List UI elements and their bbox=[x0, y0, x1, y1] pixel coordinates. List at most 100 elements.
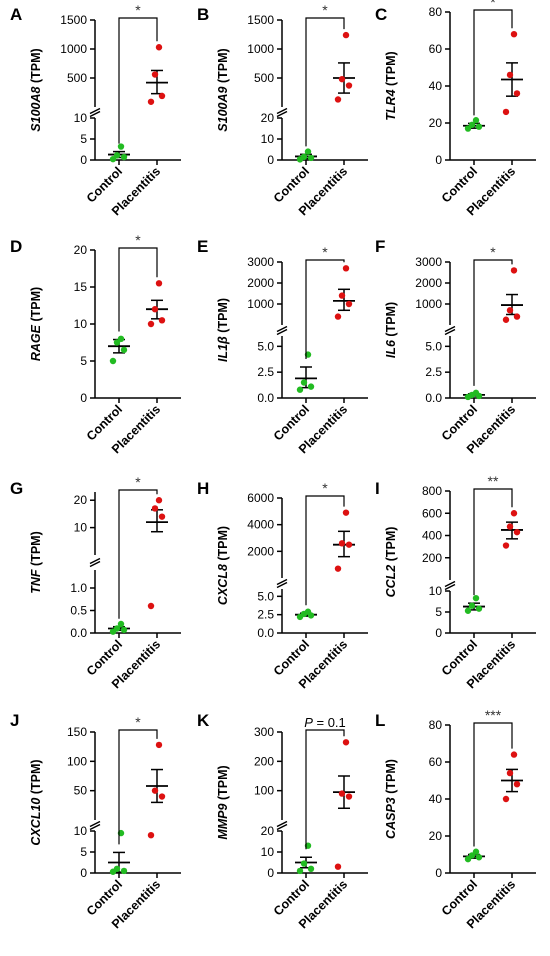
control-point bbox=[300, 153, 308, 161]
placentitis-point bbox=[155, 280, 163, 287]
axis-break-mark bbox=[89, 107, 101, 115]
placentitis-point bbox=[506, 769, 514, 777]
axis-break-mark bbox=[276, 581, 288, 589]
placentitis-point bbox=[513, 90, 521, 97]
y-tick-label: 20 bbox=[74, 493, 88, 507]
control-point bbox=[307, 154, 315, 162]
control-point bbox=[117, 143, 125, 150]
placentitis-point bbox=[513, 313, 521, 320]
axis-break-mark bbox=[89, 560, 101, 568]
y-tick-label: 20 bbox=[74, 243, 88, 257]
y-tick-label: 0 bbox=[435, 153, 442, 167]
panel-letter: I bbox=[375, 479, 380, 498]
panel-F: F0.02.55.0100020003000ControlPlacentitis… bbox=[375, 237, 536, 456]
y-tick-label: 20 bbox=[261, 111, 275, 125]
y-tick-label: 0.0 bbox=[425, 391, 442, 405]
placentitis-point bbox=[502, 316, 510, 323]
unit-label: (TPM) bbox=[29, 531, 43, 569]
panel-letter: C bbox=[375, 5, 387, 24]
placentitis-point bbox=[155, 741, 163, 749]
placentitis-point bbox=[147, 320, 155, 328]
axis-break-mark bbox=[276, 578, 288, 586]
control-point bbox=[113, 625, 121, 632]
axis-break-mark bbox=[89, 820, 101, 828]
y-tick-label: 10 bbox=[74, 111, 88, 125]
y-axis-label: S100A9 (TPM) bbox=[216, 48, 230, 131]
significance-label: * bbox=[322, 2, 328, 18]
panel-B: B0102050010001500ControlPlacentitisS100A… bbox=[197, 2, 368, 218]
y-tick-label: 40 bbox=[429, 79, 443, 93]
y-tick-label: 5.0 bbox=[425, 339, 442, 353]
placentitis-point bbox=[510, 751, 518, 758]
y-tick-label: 5 bbox=[435, 605, 442, 619]
y-axis-label: RAGE (TPM) bbox=[29, 287, 43, 361]
y-tick-label: 2.5 bbox=[257, 608, 274, 622]
control-point bbox=[468, 602, 476, 609]
placentitis-point bbox=[334, 565, 342, 572]
y-tick-label: 0.0 bbox=[70, 626, 87, 640]
y-tick-label: 500 bbox=[67, 71, 87, 85]
y-tick-label: 5.0 bbox=[257, 339, 274, 353]
gene-name: MMP9 bbox=[216, 803, 230, 839]
placentitis-point bbox=[506, 71, 514, 79]
panel-letter: L bbox=[375, 711, 385, 730]
control-point bbox=[120, 867, 128, 875]
control-point bbox=[120, 153, 128, 161]
control-point bbox=[117, 620, 125, 628]
control-point bbox=[300, 860, 308, 867]
significance-bracket bbox=[305, 259, 345, 359]
y-tick-label: 10 bbox=[261, 845, 275, 859]
significance-bracket bbox=[305, 495, 345, 606]
panel-letter: K bbox=[197, 711, 210, 730]
placentitis-point bbox=[151, 787, 159, 794]
control-point bbox=[475, 854, 483, 861]
placentitis-point bbox=[151, 505, 159, 512]
control-point bbox=[475, 123, 483, 130]
gene-name: CCL2 bbox=[384, 565, 398, 598]
y-axis-label: CXCL10 (TPM) bbox=[29, 759, 43, 845]
control-point bbox=[472, 389, 480, 397]
y-axis-label: IL1β (TPM) bbox=[216, 298, 230, 362]
axis-break-mark bbox=[276, 823, 288, 831]
gene-name: RAGE bbox=[29, 324, 43, 361]
unit-label: (TPM) bbox=[216, 526, 230, 564]
gene-name: CXCL10 bbox=[29, 798, 43, 846]
y-tick-label: 0 bbox=[80, 153, 87, 167]
y-axis-label: S100A8 (TPM) bbox=[29, 48, 43, 131]
placentitis-point bbox=[147, 832, 155, 839]
y-tick-label: 400 bbox=[422, 529, 442, 543]
control-point bbox=[120, 346, 128, 354]
unit-label: (TPM) bbox=[384, 759, 398, 797]
panel-E: E0.02.55.0100020003000ControlPlacentitis… bbox=[197, 237, 368, 456]
y-axis-label: CXCL8 (TPM) bbox=[216, 526, 230, 605]
placentitis-point bbox=[502, 542, 510, 549]
y-tick-label: 0.0 bbox=[257, 626, 274, 640]
placentitis-point bbox=[513, 781, 521, 788]
y-tick-label: 2000 bbox=[415, 276, 442, 290]
y-axis-label: CASP3 (TPM) bbox=[384, 759, 398, 839]
placentitis-point bbox=[342, 265, 350, 272]
control-point bbox=[472, 117, 480, 124]
placentitis-point bbox=[345, 541, 353, 548]
control-point bbox=[120, 626, 128, 634]
unit-label: (TPM) bbox=[216, 765, 230, 803]
control-point bbox=[109, 155, 117, 163]
placentitis-point bbox=[155, 44, 163, 51]
y-tick-label: 1000 bbox=[415, 297, 442, 311]
y-axis-label: TLR4 (TPM) bbox=[384, 51, 398, 120]
placentitis-point bbox=[155, 497, 163, 504]
significance-bracket bbox=[473, 259, 513, 386]
significance-label: * bbox=[135, 474, 141, 490]
axis-break-mark bbox=[276, 328, 288, 336]
y-tick-label: 5 bbox=[80, 354, 87, 368]
control-point bbox=[296, 386, 304, 393]
control-point bbox=[304, 148, 312, 155]
gene-name: TNF bbox=[29, 569, 43, 594]
panel-letter: D bbox=[10, 237, 22, 256]
y-tick-label: 50 bbox=[74, 784, 88, 798]
gene-name: IL1β bbox=[216, 336, 230, 362]
y-tick-label: 5 bbox=[80, 132, 87, 146]
